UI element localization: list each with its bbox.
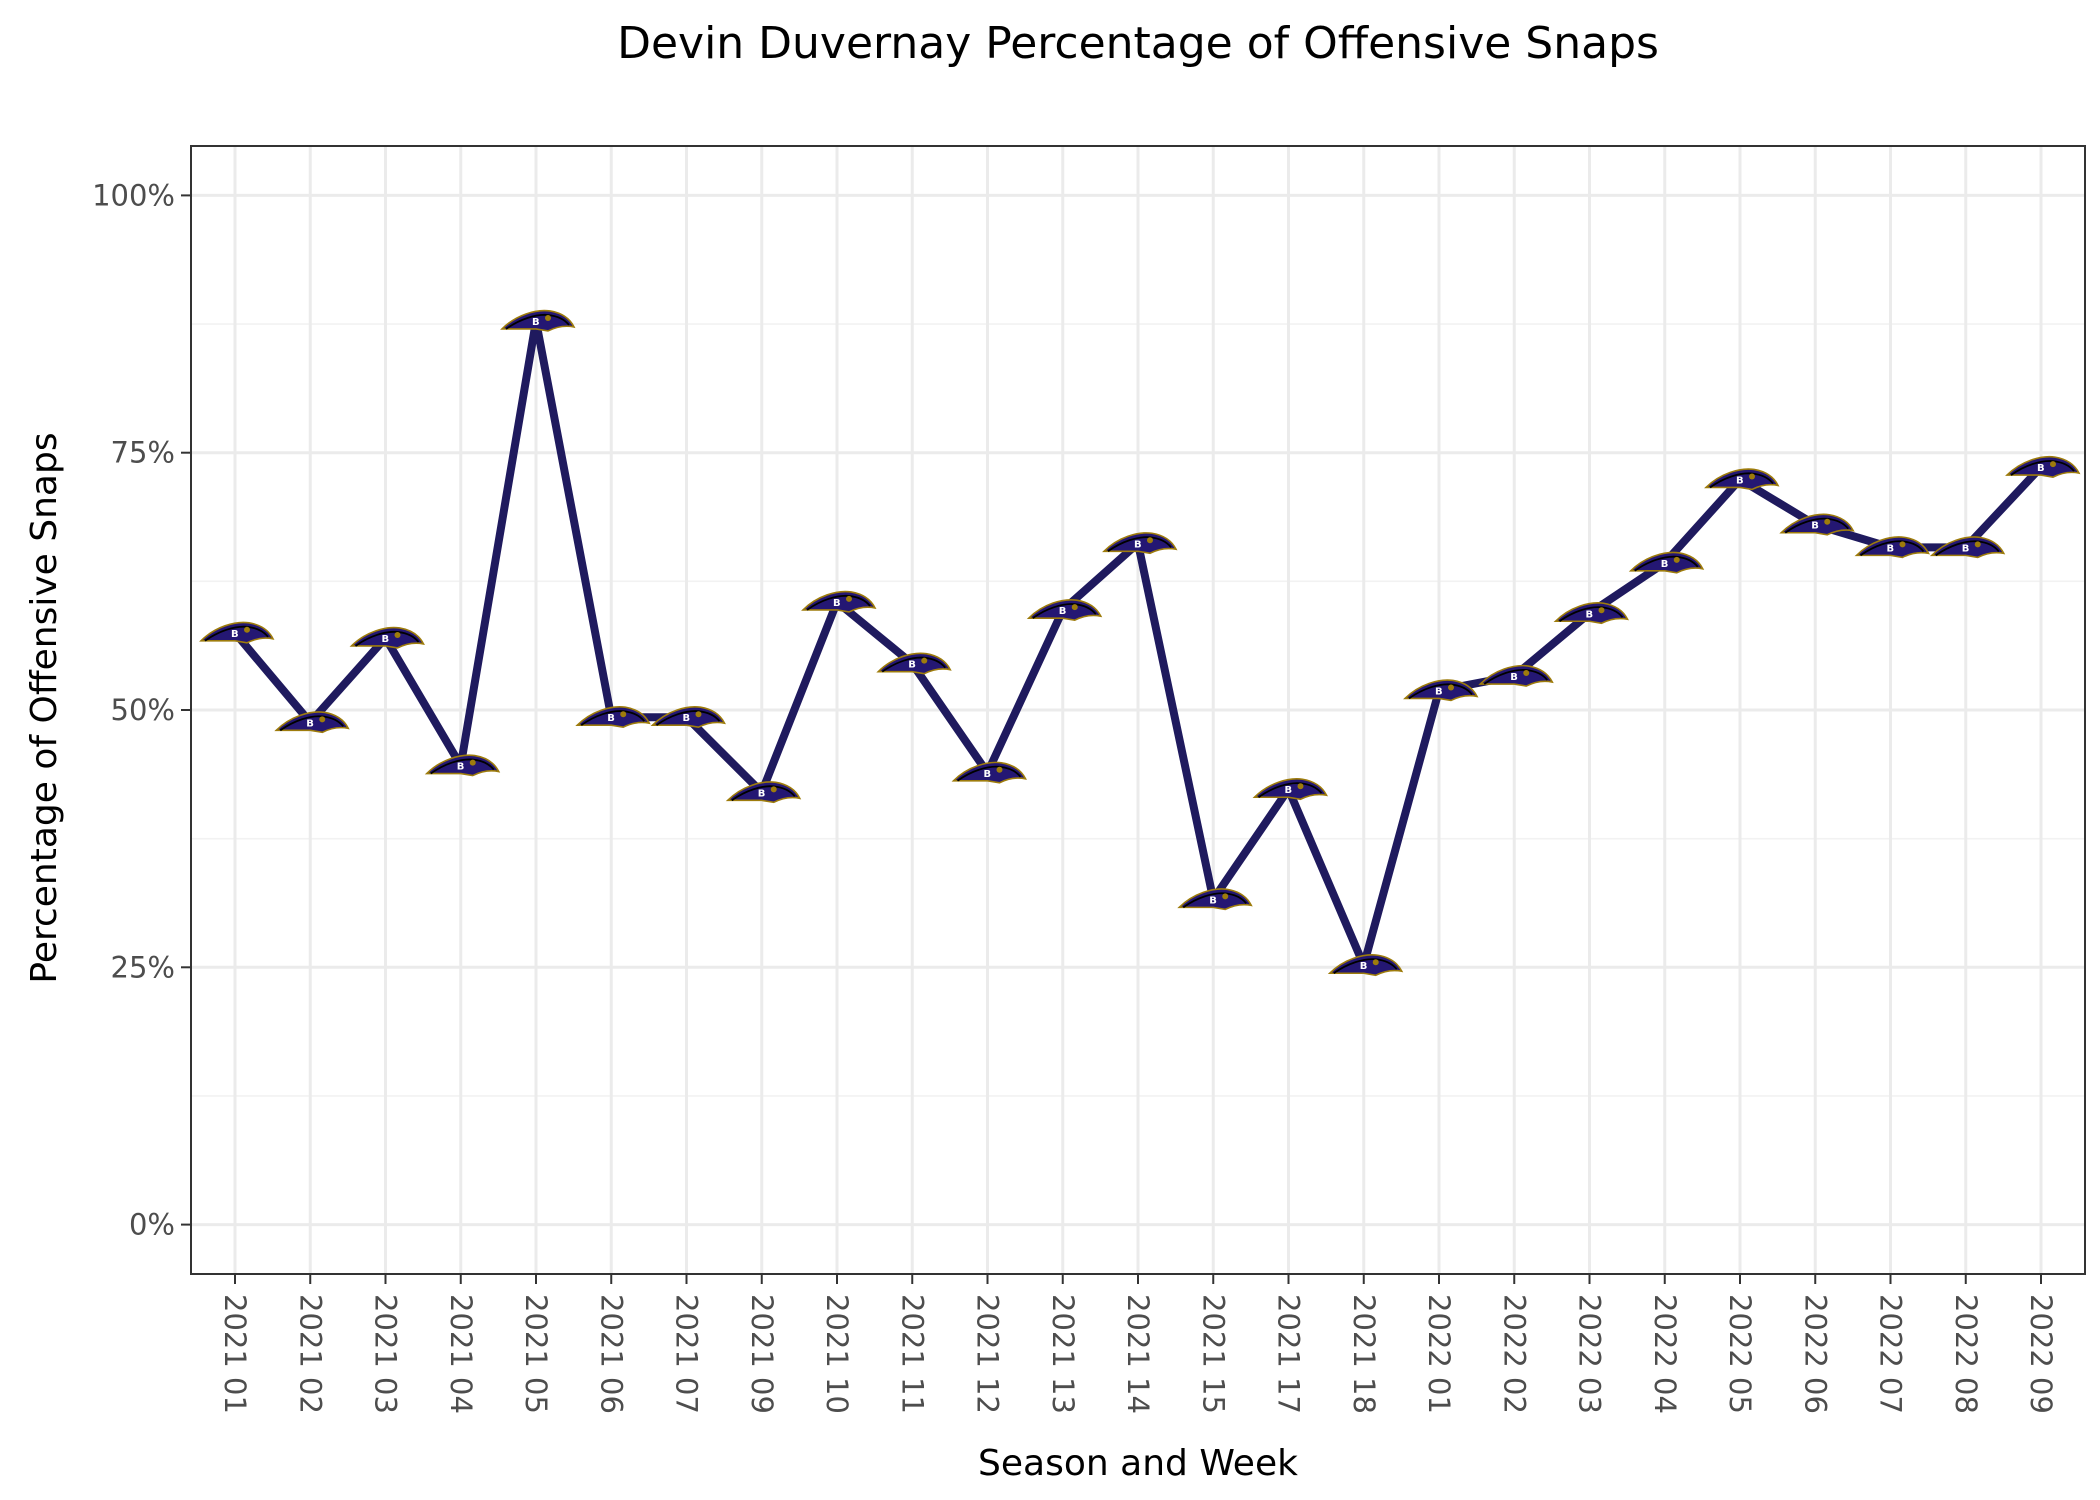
x-tick-label: 2021 05 [519, 1294, 553, 1414]
data-point-logo-icon [350, 626, 425, 649]
data-point-logo-icon [1629, 551, 1704, 574]
data-point-logo-icon [2006, 455, 2080, 479]
x-tick-label: 2021 13 [1046, 1294, 1080, 1414]
x-tick-label: 2021 18 [1347, 1294, 1381, 1414]
data-point-logo-icon [1178, 888, 1253, 911]
chart-title: Devin Duvernay Percentage of Offensive S… [617, 18, 1659, 69]
data-point-logo-icon [425, 754, 500, 777]
x-tick-label: 2022 06 [1798, 1294, 1832, 1414]
data-point-logo-icon [275, 711, 350, 734]
x-tick-label: 2022 02 [1497, 1294, 1531, 1414]
x-tick-label: 2021 14 [1121, 1294, 1155, 1414]
axis-layer: 0% 25% 50% 75% 100% 2021 01 2021 02 2021 03 2021… [92, 178, 2058, 1414]
x-axis-title: Season and Week [978, 1443, 1298, 1484]
data-point-logo-icon [1027, 598, 1102, 622]
x-tick-label: 2021 06 [594, 1294, 628, 1414]
y-tick-label: 0% [129, 1208, 175, 1242]
x-tick-label: 2021 10 [820, 1294, 854, 1414]
x-tick-label: 2021 15 [1196, 1294, 1230, 1414]
x-tick-label: 2021 01 [218, 1294, 252, 1414]
y-tick-label: 100% [92, 178, 175, 212]
data-point-logo-icon [1253, 777, 1328, 801]
x-tick-label: 2021 03 [369, 1294, 403, 1414]
y-tick-label: 75% [111, 436, 175, 470]
data-point-logo-icon [1328, 953, 1403, 977]
x-tick-label: 2022 05 [1723, 1294, 1757, 1414]
panel-border [190, 145, 2086, 1275]
x-tick-label: 2022 04 [1648, 1294, 1682, 1414]
data-point-logo-icon [501, 309, 575, 332]
data-point-logo-icon [1705, 468, 1779, 491]
x-tick-label: 2021 07 [670, 1294, 704, 1414]
x-tick-label: 2022 08 [1949, 1294, 1983, 1414]
data-point-logo-icon [877, 652, 952, 675]
x-tick-label: 2022 07 [1874, 1294, 1908, 1414]
data-point-logo-icon [1103, 531, 1177, 555]
data-point-logo-icon [1930, 536, 2005, 559]
x-tick-label: 2021 02 [293, 1294, 327, 1414]
y-axis-title: Percentage of Offensive Snaps [24, 432, 65, 983]
x-tick-label: 2021 11 [895, 1294, 929, 1414]
data-point-logo-icon [726, 781, 801, 804]
y-tick-label: 50% [111, 693, 175, 727]
x-tick-label: 2021 12 [971, 1294, 1005, 1414]
x-tick-label: 2022 03 [1573, 1294, 1607, 1414]
data-point-logo-icon [1554, 601, 1629, 625]
x-tick-label: 2021 04 [444, 1294, 478, 1414]
grid-layer [191, 146, 2085, 1274]
data-point-logo-icon [802, 590, 876, 613]
x-tick-label: 2022 01 [1422, 1294, 1456, 1414]
x-tick-label: 2021 17 [1272, 1294, 1306, 1414]
y-tick-label: 25% [111, 950, 175, 984]
x-tick-label: 2022 09 [2024, 1294, 2058, 1414]
data-point-logo-icon [200, 621, 274, 644]
x-tick-label: 2021 09 [745, 1294, 779, 1414]
data-layer [200, 309, 2080, 977]
data-point-logo-icon [1479, 664, 1554, 687]
data-point-logo-icon [952, 761, 1027, 784]
